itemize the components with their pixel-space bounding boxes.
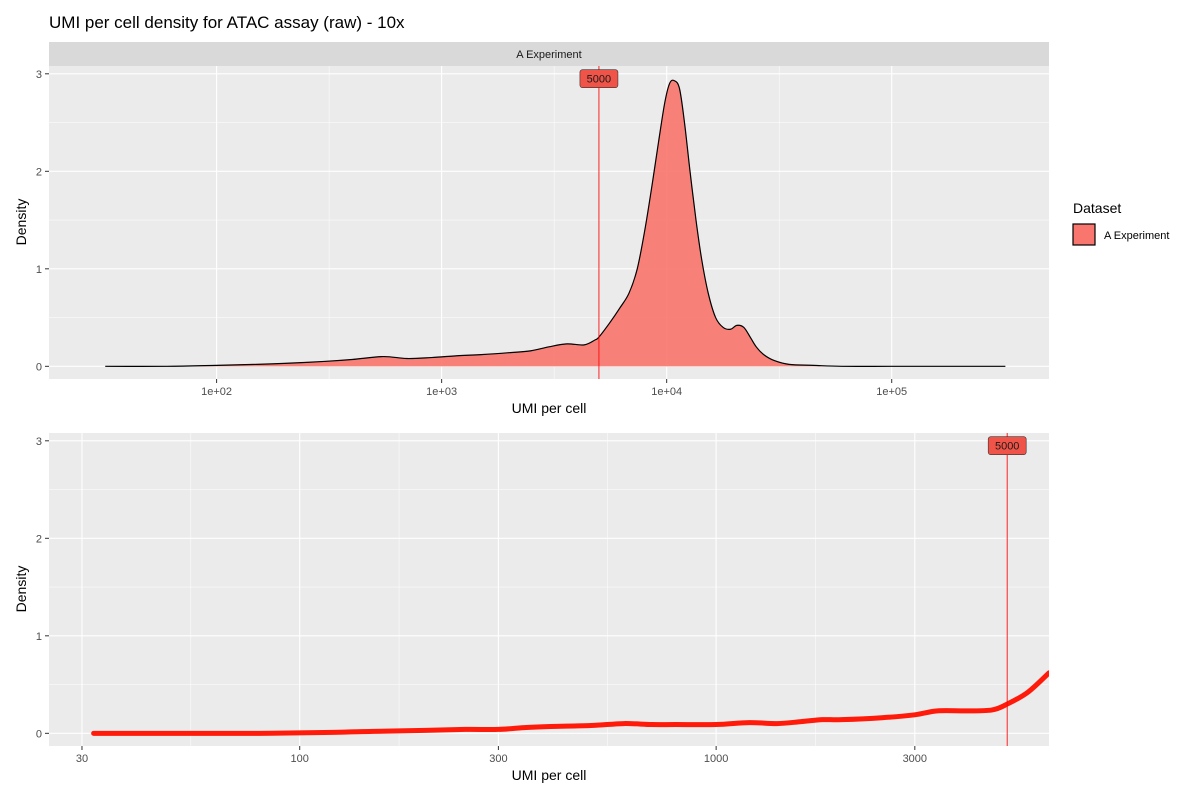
cutoff-label: 5000 bbox=[995, 441, 1019, 453]
x-tick-label: 1000 bbox=[704, 753, 728, 765]
y-tick-label: 0 bbox=[36, 361, 42, 373]
x-tick-label: 1e+03 bbox=[426, 386, 457, 398]
x-tick-label: 1e+02 bbox=[201, 386, 232, 398]
x-tick-label: 100 bbox=[291, 753, 309, 765]
density-panel: 1e+02 1e+03 1e+04 1e+05 0 1 2 3 5000 bbox=[36, 66, 1049, 398]
density-outline bbox=[105, 79, 1006, 367]
y-axis-title-top: Density bbox=[13, 199, 29, 246]
legend-title: Dataset bbox=[1073, 200, 1121, 216]
y-tick-label: 1 bbox=[36, 264, 42, 276]
legend: Dataset A Experiment bbox=[1072, 200, 1169, 246]
y-tick-label: 1 bbox=[36, 631, 42, 643]
legend-label: A Experiment bbox=[1104, 230, 1169, 242]
x-axis-title-bottom: UMI per cell bbox=[512, 767, 587, 783]
x-axis-title-top: UMI per cell bbox=[512, 400, 587, 416]
cutoff-label-box bbox=[987, 436, 1027, 455]
density-line bbox=[91, 670, 1049, 736]
x-tick-label: 1e+05 bbox=[876, 386, 907, 398]
facet-strip-label: A Experiment bbox=[516, 49, 581, 61]
facet-strip bbox=[49, 42, 1049, 66]
y-tick-label: 2 bbox=[36, 533, 42, 545]
y-tick-label: 2 bbox=[36, 166, 42, 178]
cutoff-label-box bbox=[579, 69, 619, 88]
x-tick-label: 30 bbox=[76, 753, 88, 765]
cutoff-label: 5000 bbox=[587, 74, 611, 86]
y-tick-label: 0 bbox=[36, 728, 42, 740]
series-group bbox=[91, 670, 1049, 736]
series-group bbox=[105, 79, 1006, 367]
x-tick-label: 300 bbox=[489, 753, 507, 765]
y-tick-label: 3 bbox=[36, 69, 42, 81]
panel-background bbox=[49, 66, 1049, 379]
y-axis-title-bottom: Density bbox=[13, 566, 29, 613]
x-tick-label: 1e+04 bbox=[651, 386, 682, 398]
x-tick-label: 3000 bbox=[903, 753, 927, 765]
zoom-panel: 30 100 300 1000 3000 0 1 2 3 5000 bbox=[36, 433, 1049, 765]
y-tick-label: 3 bbox=[36, 436, 42, 448]
legend-swatch bbox=[1072, 223, 1096, 246]
chart-title: UMI per cell density for ATAC assay (raw… bbox=[49, 13, 405, 32]
panel-background bbox=[49, 433, 1049, 746]
